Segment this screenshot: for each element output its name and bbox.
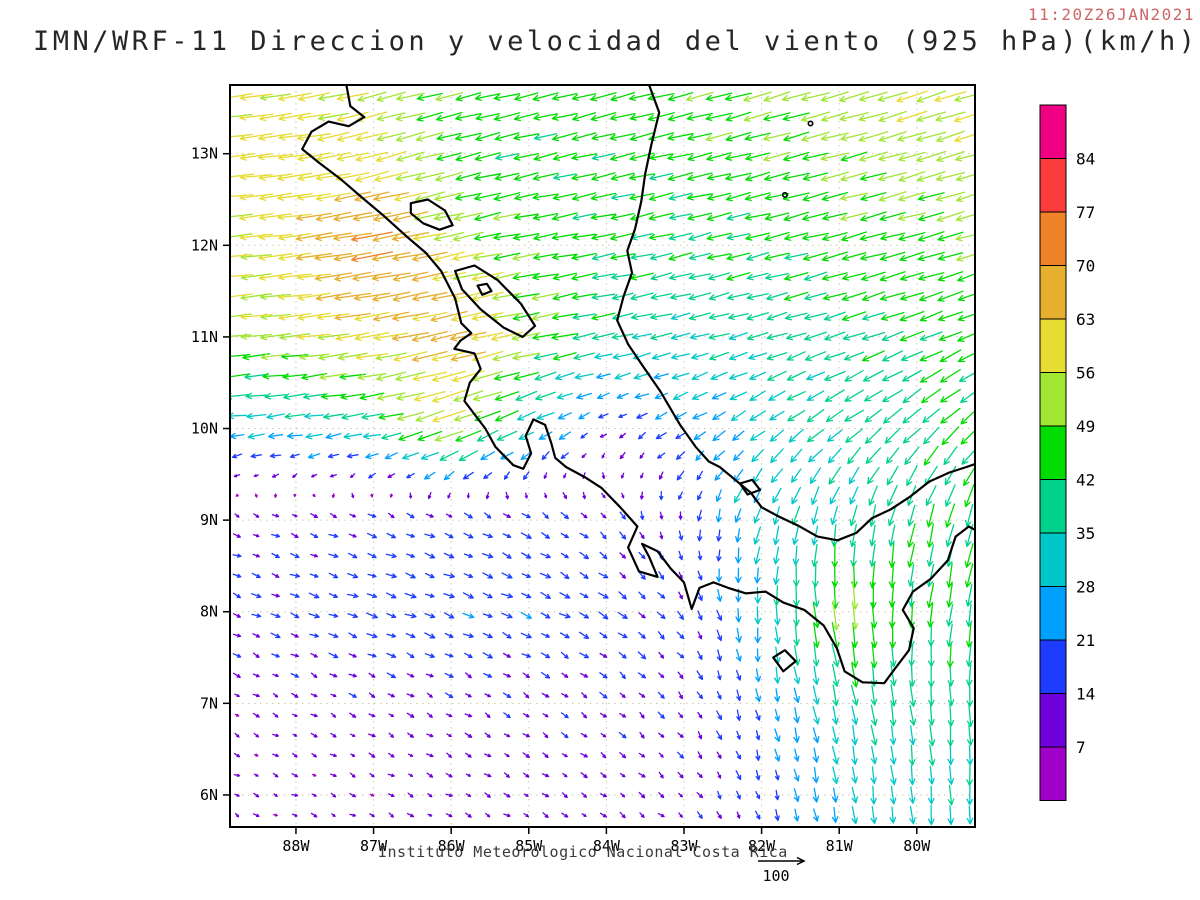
x-tick-label: 86W [438,837,466,855]
small-island [781,191,788,198]
small-island [807,120,814,127]
colorbar-label: 56 [1076,364,1095,383]
colorbar-segment [1039,746,1067,801]
colorbar-label: 63 [1076,310,1095,329]
y-tick-label: 11N [191,328,218,346]
chart-title: IMN/WRF-11 Direccion y velocidad del vie… [33,26,1199,57]
x-tick-label: 80W [903,837,931,855]
x-tick-label: 85W [515,837,543,855]
colorbar-segment [1039,693,1067,748]
reference-vector: 100 [758,856,806,885]
colorbar-segment [1039,586,1067,641]
lake-nicaragua [454,264,537,338]
colorbar-segment [1039,265,1067,320]
y-tick-label: 12N [191,236,218,254]
colorbar-label: 42 [1076,471,1095,490]
x-tick-label: 87W [360,837,388,855]
x-tick-label: 84W [593,837,621,855]
colorbar-label: 84 [1076,150,1095,169]
colorbar-segment [1039,532,1067,587]
x-tick-label: 83W [670,837,698,855]
y-tick-label: 7N [200,694,218,712]
colorbar-segment [1039,639,1067,694]
colorbar-label: 14 [1076,685,1095,704]
coastline-layer [301,85,975,685]
y-tick-label: 13N [191,145,218,163]
y-tick-label: 8N [200,603,218,621]
bocas-islets [738,478,762,496]
coiba-island [772,649,797,673]
x-tick-label: 81W [826,837,854,855]
y-tick-label: 6N [200,786,218,804]
colorbar-segment [1039,372,1067,427]
x-tick-label: 88W [282,837,310,855]
colorbar-label: 7 [1076,738,1086,757]
colorbar-segment [1039,479,1067,534]
colorbar-label: 70 [1076,257,1095,276]
ometepe-island [476,282,493,296]
timestamp-label: 11:20Z26JAN2021 [1028,5,1195,24]
reference-vector-label: 100 [762,867,789,885]
colorbar-segment [1039,211,1067,266]
colorbar-label: 21 [1076,631,1095,650]
wind-vectors-layer [230,90,975,826]
colorbar-label: 28 [1076,578,1095,597]
pacific-coast [301,85,975,685]
y-tick-label: 10N [191,420,218,438]
axes [223,152,918,834]
colorbar-label: 49 [1076,417,1095,436]
colorbar: 84 77 70 63 56 49 42 35 28 21 14 7 [1039,104,1095,801]
colorbar-label: 35 [1076,524,1095,543]
colorbar-segment [1039,318,1067,373]
lake-managua [409,198,454,231]
colorbar-segment [1039,158,1067,213]
axis-labels: 88W 87W 86W 85W 84W 83W 82W 81W 80W 13N 12N 11N 10N 9… [191,145,931,855]
colorbar-label: 77 [1076,203,1095,222]
colorbar-segment [1039,104,1067,159]
y-tick-label: 9N [200,511,218,529]
caribbean-coast [616,85,975,542]
institute-caption: Instituto Meteorologico Nacional Costa R… [378,843,788,861]
colorbar-segment [1039,425,1067,480]
map-frame [229,84,976,828]
x-tick-label: 82W [748,837,776,855]
